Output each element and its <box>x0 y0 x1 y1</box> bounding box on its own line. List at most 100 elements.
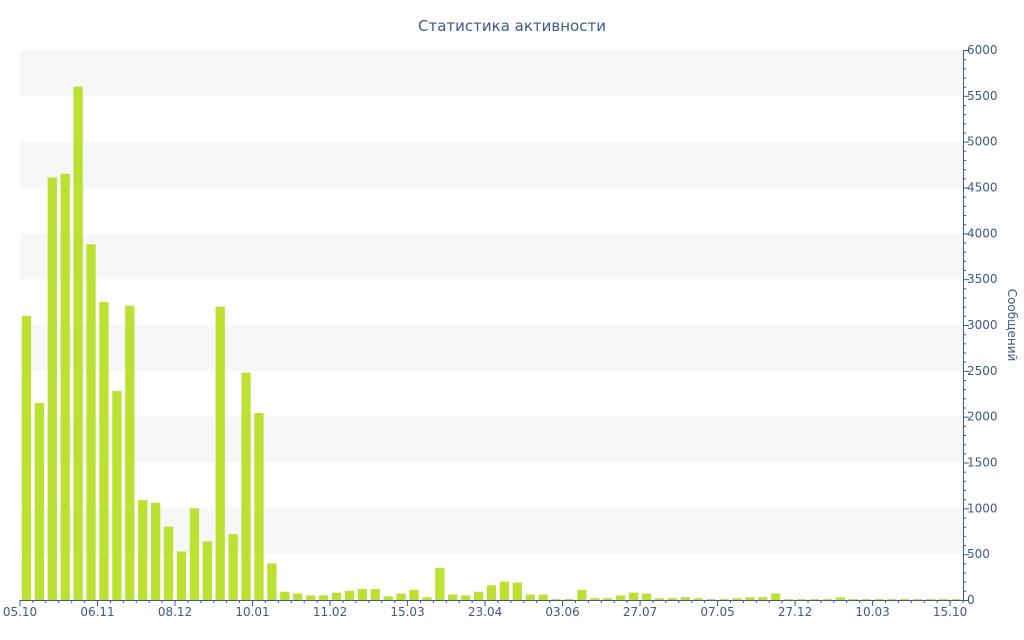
bar <box>215 306 225 600</box>
bar <box>176 551 187 600</box>
bar <box>461 595 471 600</box>
bar <box>331 592 342 600</box>
bar <box>448 594 458 600</box>
bar <box>357 589 367 600</box>
bar <box>396 593 406 600</box>
bar <box>590 598 600 600</box>
bar <box>900 599 910 600</box>
y-tick-label: 4000 <box>967 226 998 240</box>
bar <box>306 595 316 600</box>
grid-band <box>20 50 963 96</box>
bar <box>254 413 264 600</box>
bar <box>383 596 393 600</box>
bar <box>641 593 652 600</box>
x-tick-label: 27.07 <box>623 605 657 619</box>
y-tick-label: 1500 <box>967 456 998 470</box>
bar <box>758 597 768 600</box>
bar <box>99 302 109 600</box>
chart-title: Статистика активности <box>418 17 606 35</box>
y-tick-label: 2500 <box>967 364 998 378</box>
y-axis-label: Сообщений <box>1005 289 1019 362</box>
grid-band <box>20 416 963 463</box>
bar <box>732 598 742 600</box>
bar <box>318 595 329 600</box>
bar <box>138 500 148 600</box>
grid-band <box>20 508 963 555</box>
bar <box>486 585 497 600</box>
bar <box>422 597 432 600</box>
y-tick-label: 4500 <box>967 181 998 195</box>
bar <box>796 599 807 600</box>
bar <box>861 599 871 600</box>
x-axis: 05.10 06.11 08.12 10.01 11.02 15.03 23.04 03.06… <box>3 600 967 619</box>
bar <box>73 86 83 601</box>
bar <box>47 177 57 601</box>
bar <box>473 591 484 600</box>
y-tick-label: 3500 <box>967 272 998 286</box>
bar <box>499 581 510 600</box>
y-tick-label: 3000 <box>967 318 998 332</box>
bar <box>34 402 45 600</box>
bar <box>887 599 897 600</box>
y-tick-label: 5000 <box>967 135 998 149</box>
bar <box>344 590 355 600</box>
x-tick-label: 23.04 <box>468 605 502 619</box>
bar <box>667 598 677 600</box>
bar <box>293 593 303 600</box>
y-tick-label: 6000 <box>967 43 998 57</box>
bar <box>693 598 703 600</box>
bar <box>435 567 445 600</box>
bar <box>616 595 626 600</box>
bar <box>409 589 419 600</box>
x-tick-label: 06.11 <box>80 605 114 619</box>
x-tick-label: 08.12 <box>158 605 192 619</box>
bar <box>783 599 794 600</box>
bar <box>809 599 820 600</box>
bar <box>951 599 962 600</box>
bar <box>525 594 535 600</box>
bar <box>86 244 96 600</box>
bar <box>564 599 574 600</box>
bar <box>150 502 161 600</box>
bar <box>228 534 238 600</box>
x-tick-label: 03.06 <box>545 605 579 619</box>
bar <box>512 582 522 600</box>
bar <box>538 594 548 600</box>
bar <box>551 599 561 600</box>
bars <box>21 86 962 601</box>
bar <box>719 599 729 600</box>
y-tick-label: 500 <box>967 547 990 561</box>
bar <box>60 173 70 600</box>
bar <box>189 508 200 600</box>
x-tick-label: 10.01 <box>235 605 269 619</box>
bar <box>125 305 135 600</box>
bar <box>926 599 936 600</box>
x-tick-label: 07.05 <box>700 605 734 619</box>
bar <box>654 598 665 600</box>
bar <box>267 563 277 600</box>
grid-band <box>20 233 963 280</box>
bar <box>21 315 32 600</box>
bar <box>603 598 613 600</box>
bar <box>874 599 884 600</box>
bar <box>241 372 251 600</box>
y-axis: 0 500 1000 1500 2000 2500 3000 3500 4000 4500 5000… <box>963 43 998 607</box>
bar <box>202 541 212 600</box>
bar <box>680 597 690 600</box>
y-tick-label: 0 <box>967 593 975 607</box>
bar <box>163 526 174 600</box>
x-tick-label: 15.03 <box>390 605 424 619</box>
bar <box>577 589 587 600</box>
x-tick-label: 15.10 <box>933 605 967 619</box>
bar <box>822 599 833 600</box>
grid-band <box>20 325 963 371</box>
bar <box>280 591 290 600</box>
x-tick-label: 10.03 <box>855 605 889 619</box>
bar <box>835 597 845 600</box>
bar <box>771 593 781 600</box>
bar <box>370 589 380 600</box>
x-tick-label: 05.10 <box>3 605 37 619</box>
bar <box>913 599 923 600</box>
